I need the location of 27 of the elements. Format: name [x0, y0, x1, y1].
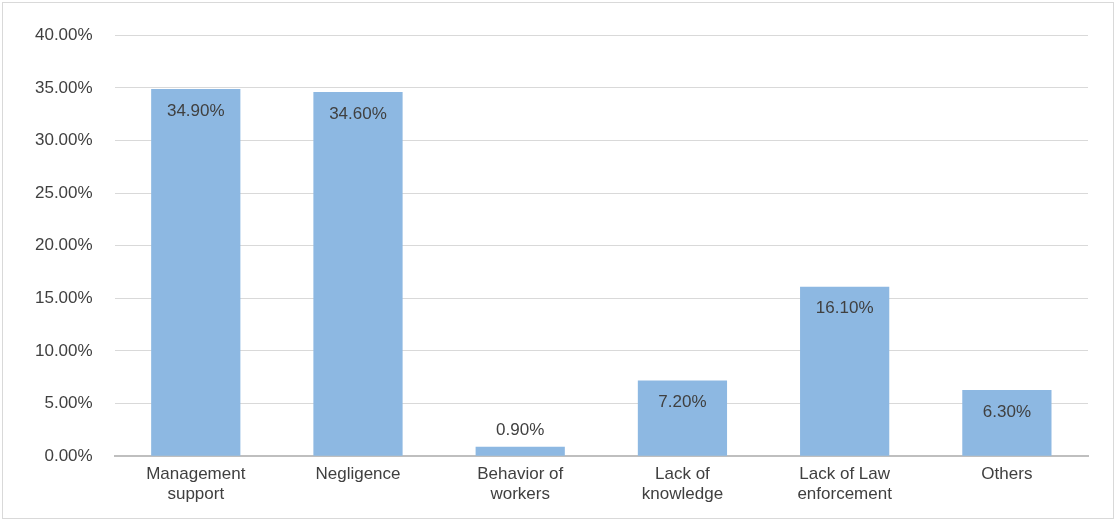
- bar: [475, 446, 565, 456]
- x-tick-label: Lack of Law enforcement: [797, 464, 893, 504]
- data-label: 7.20%: [658, 392, 707, 412]
- y-tick-label: 40.00%: [34, 24, 93, 44]
- bar: [151, 88, 241, 456]
- y-tick-label: 35.00%: [34, 77, 93, 97]
- data-label: 34.60%: [329, 103, 387, 123]
- y-tick-label: 15.00%: [34, 288, 93, 308]
- bar: [800, 286, 890, 456]
- bar: [313, 92, 403, 456]
- y-tick-label: 20.00%: [34, 235, 93, 255]
- y-tick-label: 10.00%: [34, 340, 93, 360]
- y-tick-label: 25.00%: [34, 182, 93, 202]
- bar: [962, 389, 1052, 456]
- x-tick-label: Others: [981, 464, 1033, 484]
- y-tick-label: 5.00%: [44, 393, 93, 413]
- y-tick-label: 0.00%: [44, 445, 93, 465]
- y-tick-label: 30.00%: [34, 130, 93, 150]
- data-label: 34.90%: [166, 100, 225, 120]
- x-tick-label: Negligence: [315, 464, 401, 484]
- data-label: 16.10%: [815, 298, 874, 318]
- x-tick-label: Lack of knowledge: [641, 464, 724, 504]
- x-tick-label: Behavior of workers: [477, 464, 564, 504]
- data-label: 6.30%: [982, 401, 1031, 421]
- bar: [637, 380, 728, 456]
- data-label: 0.90%: [496, 420, 545, 440]
- x-tick-label: Management support: [146, 464, 246, 504]
